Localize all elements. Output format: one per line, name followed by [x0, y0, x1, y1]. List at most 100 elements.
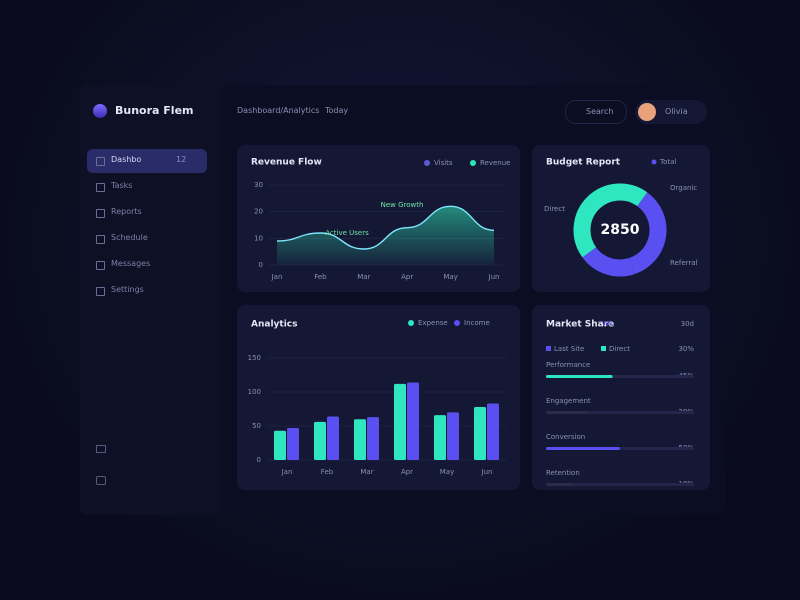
donut-label: Referral	[670, 259, 698, 267]
progress-bar	[546, 375, 613, 378]
line	[276, 205, 495, 250]
bar	[287, 428, 299, 460]
y-tick-label: 50	[252, 422, 261, 430]
donut-card: Budget Report Total Direct Organic Referral 2…	[532, 145, 710, 292]
bar-chart: Analytics Expense Income 0 50 100 150 Jan Feb Mar…	[248, 319, 507, 476]
y-tick-label: 20	[254, 208, 263, 216]
legend-label: Expense	[418, 319, 448, 327]
card-title: Revenue Flow	[251, 158, 322, 168]
nav-badge: 12	[176, 155, 187, 164]
annotation: New Growth	[381, 201, 424, 209]
breadcrumb: Dashboard/Analytics	[237, 106, 320, 115]
legend-swatch	[546, 346, 551, 351]
x-tick-label: Mar	[357, 273, 370, 281]
annotation: Active Users	[325, 229, 369, 237]
nav-icon	[96, 235, 105, 244]
legend-label: Revenue	[480, 159, 511, 167]
donut-chart: Budget Report Total Direct Organic Referral 2…	[544, 158, 698, 277]
legend-swatch	[601, 346, 606, 351]
row-label: Retention	[546, 469, 580, 477]
area-card: Revenue Flow Visits Revenue 0 10 20 30 Jan Feb Ma…	[237, 145, 520, 292]
x-tick-label: Feb	[314, 273, 327, 281]
y-tick-label: 150	[248, 354, 261, 362]
y-tick-label: 0	[257, 456, 261, 464]
bar	[354, 419, 366, 460]
x-tick-label: Feb	[321, 468, 334, 476]
legend-dot	[470, 160, 476, 166]
progress-bar	[546, 483, 573, 486]
x-tick-label: Jan	[271, 273, 283, 281]
legend-dot	[408, 320, 414, 326]
y-tick-label: 0	[259, 261, 263, 269]
icon	[96, 476, 106, 485]
legend-label: Income	[464, 319, 490, 327]
legend-label: Direct	[609, 345, 630, 353]
card-title: Analytics	[251, 320, 297, 330]
donut-segment	[628, 192, 667, 275]
x-tick-label: Apr	[401, 273, 413, 281]
nav-item[interactable]: Dashbo	[111, 155, 142, 164]
icon	[96, 445, 106, 453]
progress-bar	[546, 447, 620, 450]
x-tick-label: Mar	[360, 468, 373, 476]
legend-dot	[424, 160, 430, 166]
bar	[487, 403, 499, 460]
x-tick-label: May	[440, 468, 454, 476]
tab[interactable]: Today	[325, 106, 349, 115]
nav-icon	[96, 183, 105, 192]
donut-segment	[582, 246, 635, 277]
legend-label: Visits	[434, 159, 453, 167]
nav-icon	[96, 261, 105, 270]
bar	[367, 417, 379, 460]
donut-center: 2850	[601, 222, 640, 238]
progress-track	[546, 483, 694, 486]
nav-active	[87, 149, 207, 173]
donut-label: Direct	[544, 205, 565, 213]
period: 30d	[681, 320, 694, 328]
legend-dot	[454, 320, 460, 326]
row-label: Performance	[546, 361, 590, 369]
bar	[447, 412, 459, 460]
nav-item[interactable]: Schedule	[111, 233, 148, 242]
avatar	[638, 103, 656, 121]
legend-label: Last Site	[554, 345, 584, 353]
tag: Wk	[602, 320, 614, 328]
y-tick-label: 10	[254, 234, 263, 242]
progress-card: Market Share Wk 30d Last Site Direct 30% Perfo…	[532, 305, 710, 490]
nav-item[interactable]: Reports	[111, 207, 142, 216]
nav-item[interactable]: Messages	[111, 259, 151, 268]
brand: Bunora Flem	[115, 104, 194, 117]
search[interactable]: Search	[565, 100, 627, 124]
x-tick-label: Jun	[488, 273, 500, 281]
x-tick-label: Jan	[281, 468, 293, 476]
donut-label: Organic	[670, 184, 697, 192]
y-tick-label: 30	[254, 181, 263, 189]
x-tick-label: May	[443, 273, 457, 281]
bar	[327, 416, 339, 460]
legend-value: 30%	[678, 345, 694, 353]
nav-icon	[96, 157, 105, 166]
legend-label: Total	[659, 158, 676, 166]
row-label: Conversion	[546, 433, 585, 441]
x-tick-label: Apr	[401, 468, 413, 476]
bar	[407, 382, 419, 460]
nav-icon	[96, 287, 105, 296]
nav-icon	[96, 209, 105, 218]
card-title: Budget Report	[546, 158, 621, 168]
bar	[474, 406, 486, 460]
area	[277, 206, 494, 265]
nav-item[interactable]: Tasks	[111, 181, 133, 190]
nav-item[interactable]: Settings	[111, 285, 144, 294]
bar	[274, 430, 286, 460]
legend-dot	[651, 159, 657, 165]
progress-bar	[546, 411, 588, 414]
area-chart: Revenue Flow Visits Revenue 0 10 20 30 Jan Feb Ma…	[251, 158, 511, 282]
card-title: Market Share	[546, 320, 614, 330]
logo	[93, 104, 107, 118]
bar-card: Analytics Expense Income 0 50 100 150 Jan Feb Mar…	[237, 305, 520, 490]
x-tick-label: Jun	[481, 468, 493, 476]
donut-segment	[573, 183, 648, 258]
bar	[434, 415, 446, 460]
row-label: Engagement	[546, 397, 591, 405]
